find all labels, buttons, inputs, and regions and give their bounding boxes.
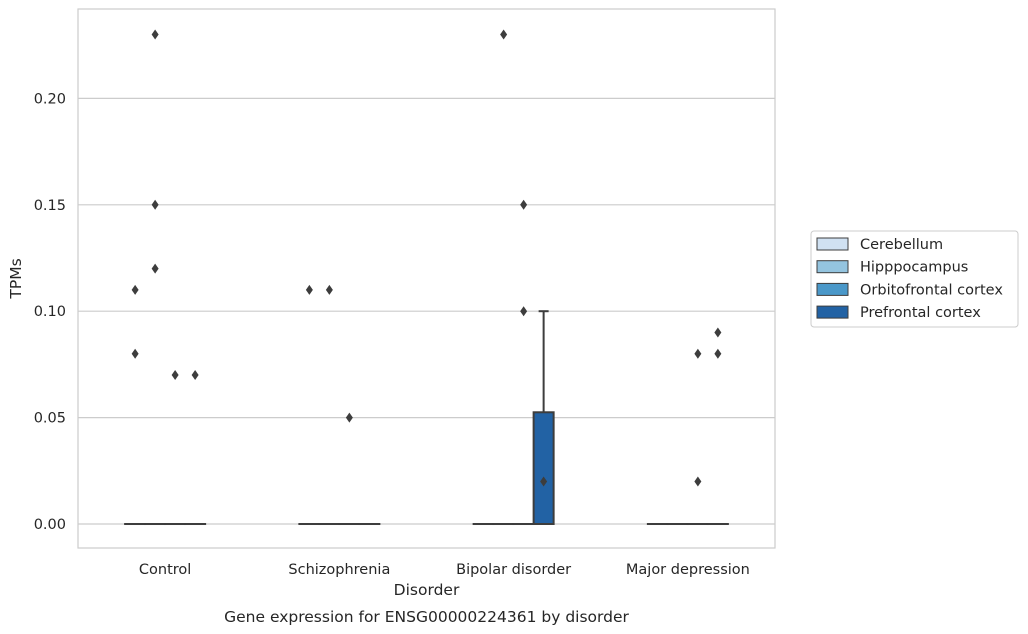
- outlier-point: [714, 348, 722, 359]
- legend-label: Hipppocampus: [860, 260, 968, 276]
- y-tick-labels: 0.00 0.05 0.10 0.15 0.20: [34, 91, 66, 533]
- outlier-point: [694, 348, 702, 359]
- outlier-point: [714, 327, 722, 338]
- x-axis-label: Disorder: [394, 581, 460, 599]
- legend-label: Prefrontal cortex: [860, 305, 981, 321]
- y-axis-label: TPMs: [7, 258, 25, 299]
- outlier-point: [131, 284, 139, 295]
- outlier-point: [345, 412, 353, 423]
- y-tick-label: 0.05: [34, 411, 66, 427]
- box: [532, 411, 555, 525]
- outlier-point: [171, 370, 179, 381]
- outlier-point: [500, 29, 508, 40]
- plot-frame: [77, 8, 776, 549]
- outlier-points: [131, 29, 722, 487]
- outlier-point: [305, 284, 313, 295]
- x-tick-labels: Control Schizophrenia Bipolar disorder Majo…: [139, 562, 750, 578]
- legend-label: Cerebellum: [860, 237, 943, 253]
- outlier-point: [520, 306, 528, 317]
- legend-swatch: [816, 260, 849, 274]
- y-tick-label: 0.00: [34, 517, 66, 533]
- x-tick-label: Bipolar disorder: [456, 562, 571, 578]
- y-tick-label: 0.15: [34, 198, 66, 214]
- outlier-point: [151, 199, 159, 210]
- x-tick-label: Control: [139, 562, 191, 578]
- outlier-point: [131, 348, 139, 359]
- y-tick-label: 0.10: [34, 304, 66, 320]
- legend-swatch: [816, 282, 849, 296]
- legend-swatch: [816, 305, 849, 319]
- boxes: [124, 310, 729, 526]
- outlier-point: [694, 476, 702, 487]
- legend-label: Orbitofrontal cortex: [860, 282, 1003, 298]
- gridlines: [78, 97, 775, 525]
- outlier-point: [325, 284, 333, 295]
- legend: Cerebellum Hipppocampus Orbitofrontal cort…: [810, 230, 1019, 328]
- outlier-point: [151, 29, 159, 40]
- x-tick-label: Schizophrenia: [288, 562, 390, 578]
- outlier-point: [520, 199, 528, 210]
- y-tick-label: 0.20: [34, 91, 66, 107]
- chart-caption: Gene expression for ENSG00000224361 by d…: [224, 608, 629, 626]
- outlier-point: [191, 370, 199, 381]
- x-tick-label: Major depression: [626, 562, 750, 578]
- legend-frame: [810, 230, 1019, 328]
- outlier-point: [151, 263, 159, 274]
- legend-swatch: [816, 237, 849, 251]
- outlier-point: [540, 476, 548, 487]
